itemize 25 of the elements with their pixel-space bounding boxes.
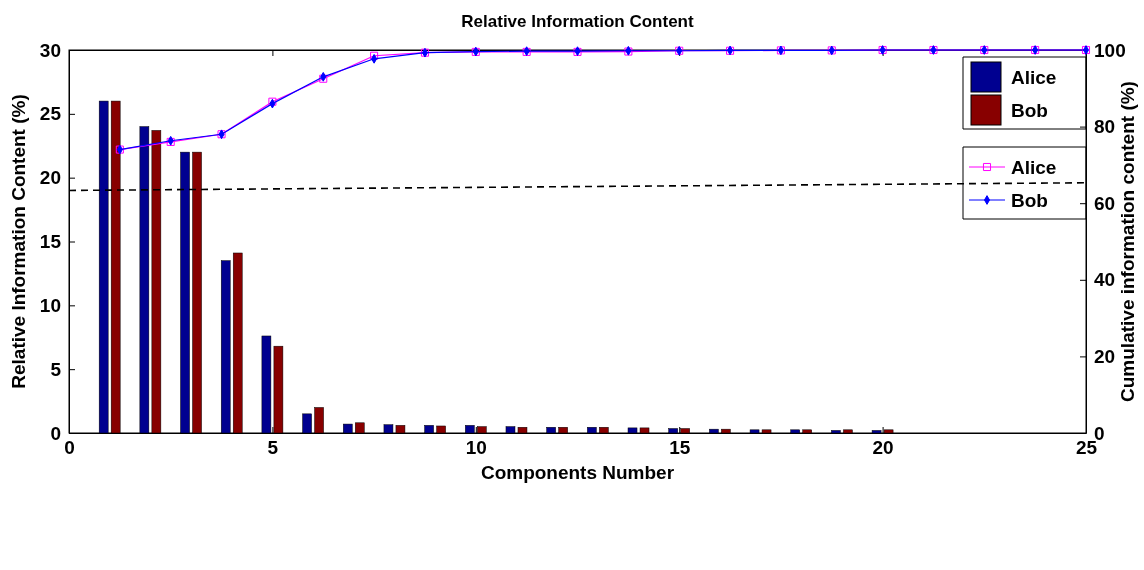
- y-tick-label: 15: [39, 231, 62, 253]
- x-tick-label: 20: [872, 437, 894, 459]
- y2-axis-title: Cumulative information content (%): [1117, 81, 1138, 402]
- x-tick-label: 15: [669, 437, 691, 459]
- x-axis-title: Components Number: [480, 462, 675, 483]
- y-tick-label: 20: [39, 167, 61, 189]
- y-axis-title: Relative Information Content (%): [8, 94, 29, 389]
- point: [370, 51, 379, 60]
- legend-label: Alice: [1011, 67, 1057, 88]
- x-tick-label: 5: [267, 437, 279, 459]
- x-tick-label: 10: [465, 437, 487, 459]
- y2-tick-label: 80: [1094, 116, 1116, 138]
- y-tick-label: 0: [50, 422, 61, 444]
- legend-label: Bob: [1011, 190, 1048, 211]
- y-tick-label: 5: [50, 358, 62, 380]
- y2-tick-label: 60: [1094, 192, 1116, 214]
- legend-label: Alice: [1011, 157, 1057, 178]
- y2-tick-label: 20: [1094, 345, 1116, 367]
- chart-title: Relative Information Content: [461, 12, 695, 31]
- y2-tick-label: 40: [1094, 269, 1116, 291]
- legend-label: Bob: [1011, 100, 1048, 121]
- y-tick-label: 25: [39, 103, 62, 125]
- y-tick-label: 30: [39, 39, 61, 61]
- y-tick-label: 10: [39, 294, 61, 316]
- y2-tick-label: 100: [1094, 39, 1126, 61]
